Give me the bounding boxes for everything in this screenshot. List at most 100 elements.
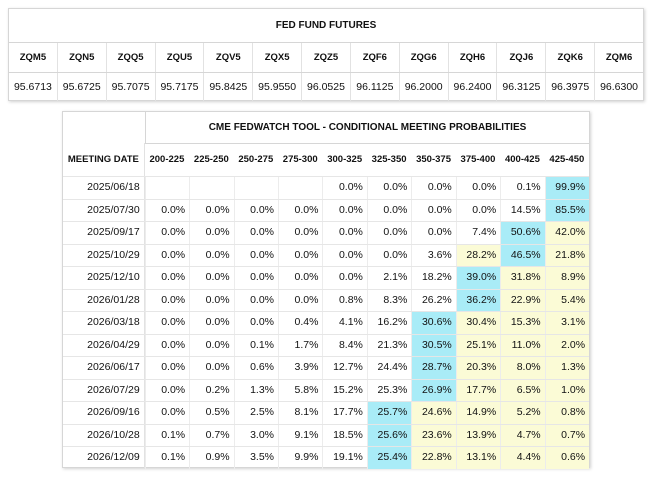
probability-cell: 28.2% bbox=[455, 244, 501, 266]
probability-cell: 0.0% bbox=[144, 334, 189, 356]
probability-cell: 30.6% bbox=[411, 312, 456, 334]
futures-price-cell: 95.7075 bbox=[105, 73, 155, 102]
probability-cell: 0.0% bbox=[278, 289, 322, 311]
probability-cell: 9.1% bbox=[278, 424, 322, 446]
probability-cell: 0.0% bbox=[278, 244, 322, 266]
meeting-date-cell: 2026/09/16 bbox=[63, 402, 145, 424]
futures-price-cell: 96.3125 bbox=[496, 73, 545, 102]
probability-cell: 16.2% bbox=[366, 312, 411, 334]
probability-cell: 0.6% bbox=[233, 357, 278, 379]
probability-cell: 0.4% bbox=[278, 312, 322, 334]
probability-cell: 0.1% bbox=[233, 334, 278, 356]
futures-price-cell: 95.8425 bbox=[203, 73, 252, 102]
meeting-date-cell: 2026/06/17 bbox=[63, 357, 145, 379]
probability-cell: 26.9% bbox=[411, 379, 456, 401]
probability-cell bbox=[278, 177, 322, 199]
futures-code-cell: ZQM5 bbox=[19, 52, 47, 63]
probability-cell: 0.0% bbox=[233, 312, 278, 334]
rate-range-header: 400-425 bbox=[504, 154, 540, 165]
probability-cell: 6.5% bbox=[500, 379, 545, 401]
probability-cell: 2.1% bbox=[366, 267, 411, 289]
meeting-date-cell: 2026/03/18 bbox=[63, 312, 145, 334]
probability-cell: 0.0% bbox=[278, 267, 322, 289]
probability-cell: 4.1% bbox=[322, 312, 366, 334]
fedwatch-header-row: MEETING DATE 200-225 225-250 250-275 275-30… bbox=[63, 143, 589, 176]
probability-cell: 15.2% bbox=[322, 379, 366, 401]
rate-range-header: 425-450 bbox=[549, 154, 585, 165]
rate-range-header: 200-225 bbox=[149, 154, 185, 165]
probability-cell: 14.9% bbox=[455, 402, 501, 424]
probability-cell: 17.7% bbox=[322, 402, 366, 424]
probability-cell: 14.5% bbox=[500, 199, 544, 221]
probability-cell: 0.1% bbox=[500, 177, 544, 199]
probability-cell: 85.5% bbox=[544, 199, 590, 221]
probability-cell: 8.9% bbox=[544, 267, 590, 289]
probability-cell: 0.0% bbox=[233, 199, 278, 221]
probability-cell: 5.2% bbox=[500, 402, 545, 424]
probability-cell: 0.0% bbox=[322, 199, 366, 221]
probability-cell: 2.5% bbox=[233, 402, 278, 424]
futures-code-cell: ZQN5 bbox=[56, 43, 106, 72]
probability-cell: 4.7% bbox=[500, 424, 545, 446]
probability-cell: 31.8% bbox=[500, 267, 545, 289]
futures-code-cell: ZQQ5 bbox=[105, 43, 155, 72]
probability-cell: 24.4% bbox=[366, 357, 411, 379]
probability-cell: 25.1% bbox=[455, 334, 501, 356]
probability-cell: 24.6% bbox=[411, 402, 456, 424]
probability-cell: 18.2% bbox=[411, 267, 455, 289]
probability-cell bbox=[144, 177, 189, 199]
probability-cell: 0.0% bbox=[322, 222, 366, 244]
probability-cell: 0.0% bbox=[144, 199, 189, 221]
probability-cell: 26.2% bbox=[411, 289, 455, 311]
probability-cell: 0.0% bbox=[455, 199, 500, 221]
rate-range-header: 300-325 bbox=[327, 154, 363, 165]
probability-cell: 13.9% bbox=[455, 424, 501, 446]
probability-cell: 0.8% bbox=[322, 289, 366, 311]
probability-cell: 0.0% bbox=[144, 222, 189, 244]
probability-cell: 0.0% bbox=[144, 357, 189, 379]
probability-cell: 8.1% bbox=[278, 402, 322, 424]
futures-price-cell: 96.2000 bbox=[398, 73, 448, 102]
probability-cell: 1.3% bbox=[233, 379, 278, 401]
probability-cell: 0.7% bbox=[544, 424, 590, 446]
probability-cell: 0.5% bbox=[189, 402, 233, 424]
futures-code-cell: ZQJ6 bbox=[496, 43, 545, 72]
probability-cell: 0.0% bbox=[189, 267, 233, 289]
probability-cell: 46.5% bbox=[500, 244, 545, 266]
meeting-row: 2026/09/16 0.0% 0.5% 2.5% 8.1% 17.7% 25.7% 24.6… bbox=[63, 401, 590, 424]
probability-cell: 0.0% bbox=[189, 289, 233, 311]
fedwatch-title: CME FEDWATCH TOOL - CONDITIONAL MEETING … bbox=[145, 112, 589, 144]
probability-cell: 3.0% bbox=[233, 424, 278, 446]
futures-code-cell: ZQF6 bbox=[349, 43, 399, 72]
probability-cell: 2.0% bbox=[544, 334, 590, 356]
probability-cell: 0.0% bbox=[189, 199, 233, 221]
probability-cell: 11.0% bbox=[500, 334, 545, 356]
meeting-row: 2026/06/17 0.0% 0.0% 0.6% 3.9% 12.7% 24.4% 28.7… bbox=[63, 356, 590, 379]
futures-title: FED FUND FUTURES bbox=[9, 9, 643, 43]
probability-cell: 25.7% bbox=[366, 402, 412, 424]
probability-cell: 0.1% bbox=[144, 424, 189, 446]
probability-cell: 3.6% bbox=[411, 244, 455, 266]
probability-cell: 0.0% bbox=[411, 177, 455, 199]
meeting-row: 2026/03/18 0.0% 0.0% 0.0% 0.4% 4.1% 16.2% 30.6%… bbox=[63, 311, 590, 334]
probability-cell: 0.0% bbox=[322, 244, 366, 266]
probability-cell: 28.7% bbox=[411, 357, 456, 379]
futures-price-cell: 96.3975 bbox=[545, 73, 594, 102]
futures-code-cell: ZQM6 bbox=[594, 43, 643, 72]
futures-code-row: ZQM5 ZQN5 ZQQ5 ZQU5 ZQV5 ZQX5 ZQZ5 ZQF6 ZQG6 ZQH6… bbox=[9, 43, 643, 72]
probability-cell: 0.0% bbox=[411, 199, 455, 221]
rate-range-header: 350-375 bbox=[416, 154, 451, 165]
meeting-row: 2026/07/29 0.0% 0.2% 1.3% 5.8% 15.2% 25.3% 26.9… bbox=[63, 378, 590, 401]
probability-cell: 0.0% bbox=[322, 267, 366, 289]
meeting-row: 2025/09/17 0.0% 0.0% 0.0% 0.0% 0.0% 0.0% 0.0% 7.… bbox=[63, 221, 590, 244]
meeting-row: 2025/07/30 0.0% 0.0% 0.0% 0.0% 0.0% 0.0% 0.0% 0.… bbox=[63, 198, 590, 221]
probability-cell: 1.3% bbox=[544, 357, 590, 379]
meeting-date-cell: 2026/12/09 bbox=[63, 447, 145, 469]
probability-cell: 0.0% bbox=[233, 244, 278, 266]
probability-cell: 0.0% bbox=[233, 222, 278, 244]
probability-cell: 50.6% bbox=[500, 222, 545, 244]
meeting-row: 2025/12/10 0.0% 0.0% 0.0% 0.0% 0.0% 2.1% 18.2% 3… bbox=[63, 266, 590, 289]
meeting-date-cell: 2026/10/28 bbox=[63, 424, 145, 446]
meeting-date-cell: 2026/01/28 bbox=[63, 289, 145, 311]
probability-cell: 21.8% bbox=[544, 244, 590, 266]
